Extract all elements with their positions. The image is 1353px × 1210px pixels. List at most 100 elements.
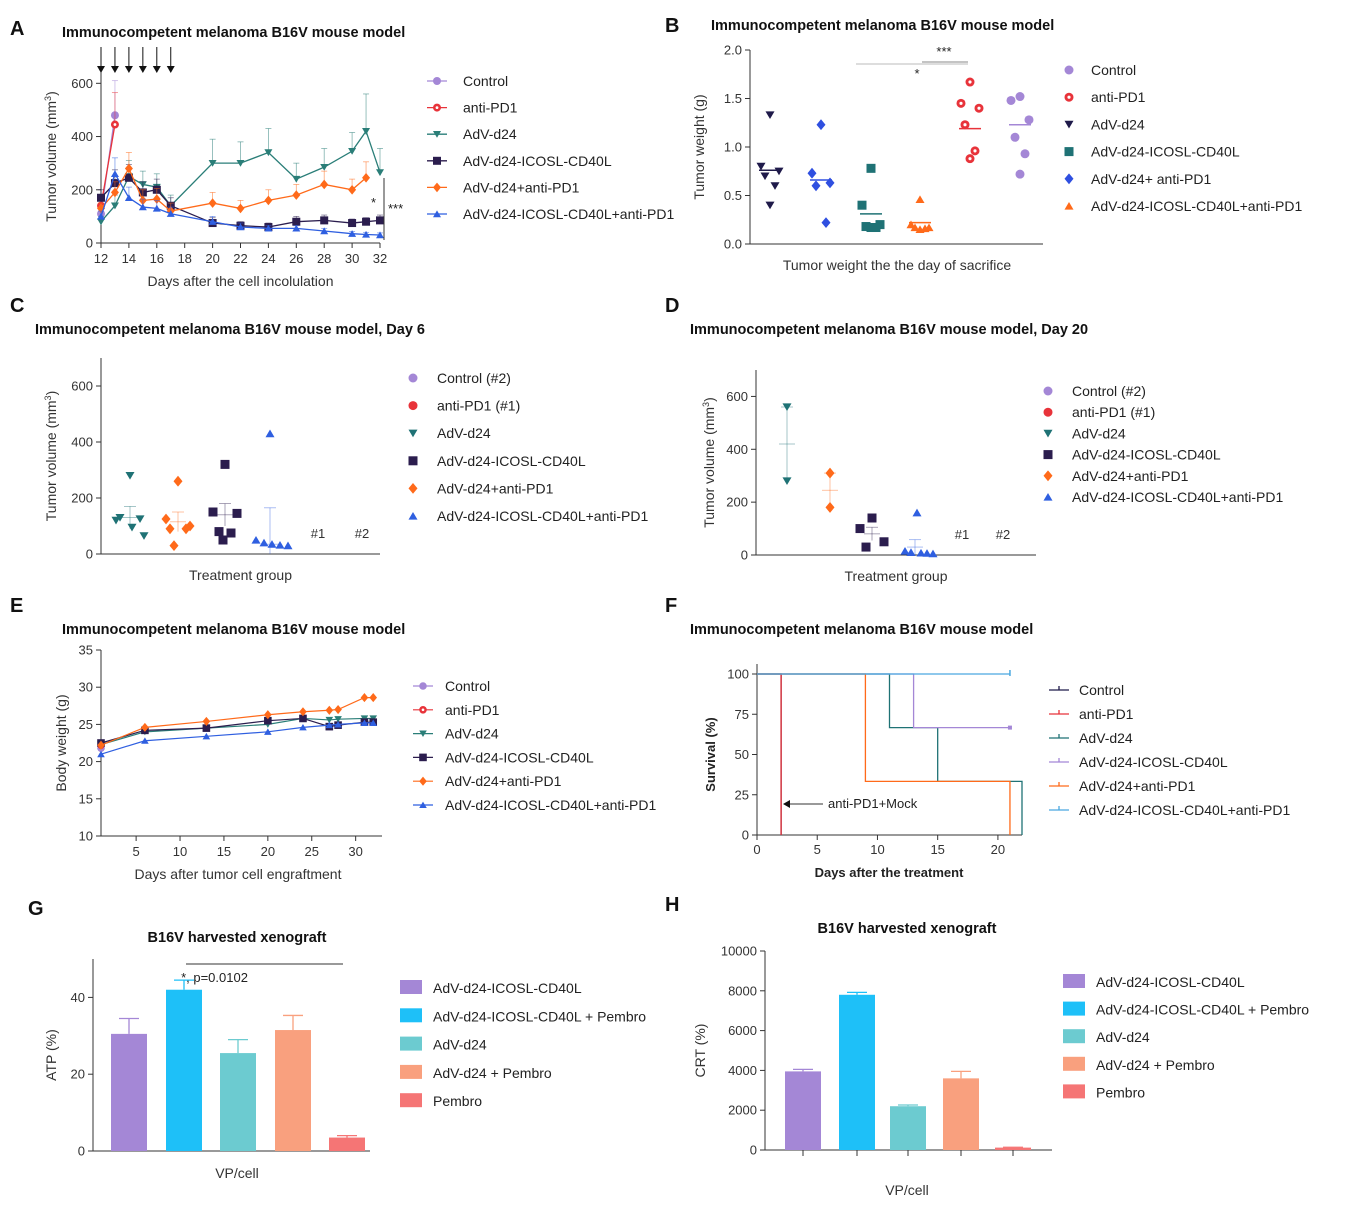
panel-h-bar [839,994,875,1150]
panel-a-data-point [320,179,329,190]
panel-a-x-tick-label: 12 [94,251,108,266]
panel-b-data-point [866,163,876,173]
panel-e-title: Immunocompetent melanoma B16V mouse mode… [62,622,405,638]
panel-a-series [97,164,384,232]
panel-d-legend-label: AdV-d24 [1072,425,1126,441]
panel-f-survival-curve [757,673,782,835]
panel-c-legend-label: AdV-d24-ICOSL-CD40L [437,453,586,469]
panel-b-y-axis-title: Tumor weight (g) [691,94,707,199]
panel-b-data-point-center [973,149,977,153]
panel-a-injection-arrowhead [152,66,161,73]
panel-e-x-tick-label: 15 [217,844,231,859]
panel-d-legend-label: Control (#2) [1072,383,1146,399]
panel-e-legend-label: AdV-d24-ICOSL-CD40L [445,749,594,765]
panel-f-x-tick-label: 15 [930,842,944,857]
panel-a-x-tick-label: 22 [233,251,247,266]
panel-d-legend-marker [1043,492,1053,501]
panel-h-y-tick-label: 8000 [728,983,757,998]
panel-a-data-point-center [113,123,117,126]
panel-h-y-axis-title: CRT (%) [692,1024,708,1078]
panel-g-bar [220,1053,256,1151]
panel-a-y-tick-label: 0 [86,236,93,251]
panel-a-data-point [236,223,245,231]
panel-d-group [822,467,838,513]
panel-f-y-tick-label: 100 [727,667,749,682]
panel-b: B Immunocompetent melanoma B16V mouse mod… [665,15,1302,273]
panel-b-legend-marker [1064,147,1074,157]
panel-e-data-point [264,716,272,725]
panel-c-data-point [111,516,121,525]
panel-h-bar [785,1071,821,1150]
panel-b-legend-marker [1064,120,1074,129]
panel-b-data-point [915,195,925,203]
panel-a-injection-arrowhead [97,66,105,73]
panel-h-legend-label: AdV-d24-ICOSL-CD40L [1096,974,1245,990]
panel-g-legend-swatch [400,980,422,994]
panel-a-sig-star: * [371,195,376,210]
panel-a-data-point [236,203,245,214]
panel-a-data-point [138,203,147,211]
panel-b-data-point [760,172,770,181]
panel-c-legend-label: AdV-d24 [437,425,491,441]
panel-e-data-point [202,724,211,732]
panel-b-data-point [1020,149,1030,159]
panel-b-data-point [765,201,775,210]
panel-h-legend-swatch [1063,974,1085,988]
panel-c-title: Immunocompetent melanoma B16V mouse mode… [35,322,425,338]
panel-d-data-point [855,524,865,534]
panel-e-data-point [369,693,378,703]
panel-f-x-tick-label: 20 [991,842,1005,857]
panel-d-y-axis-title: Tumor volume (mm3) [701,397,717,528]
panel-c-y-tick-label: 400 [71,435,93,450]
panel-a-x-tick-label: 24 [261,251,275,266]
panel-c-data-point [283,541,293,550]
panel-a-legend-label: AdV-d24-ICOSL-CD40L+anti-PD1 [463,206,674,222]
panel-b-legend-label: AdV-d24-ICOSL-CD40L+anti-PD1 [1091,198,1302,214]
panel-c-data-point [265,429,275,438]
panel-e-y-tick-label: 25 [79,717,93,732]
panel-c-legend-marker [408,401,418,411]
panel-d-data-point [825,467,835,479]
panel-b-data-point [915,225,925,234]
panel-h-y-tick-label: 4000 [728,1063,757,1078]
panel-a-title: Immunocompetent melanoma B16V mouse mode… [62,25,405,41]
panel-a-data-point [376,216,384,225]
panel-d-data-point [879,537,889,547]
panel-b-data-point [866,223,876,233]
panel-e-legend-marker [419,682,427,690]
panel-f-x-axis-title: Days after the treatment [815,865,964,880]
panel-d-legend-label: AdV-d24+anti-PD1 [1072,468,1189,484]
panel-a-data-point [292,217,301,226]
panel-b-legend-label: AdV-d24+ anti-PD1 [1091,171,1211,187]
panel-b-group [906,195,934,234]
panel-h-bar [943,1078,979,1150]
panel-d-y-tick-label: 400 [726,442,748,457]
panel-e-legend-marker [419,801,427,809]
panel-e-legend-marker [419,730,427,738]
panel-a-data-point [124,163,133,174]
panel-g-bar [166,989,202,1151]
panel-f-y-axis-title: Survival (%) [703,717,718,791]
panel-e-series-line [100,697,374,746]
panel-g: G B16V harvested xenograft 0 20 40 VP/cell ATP… [28,898,646,1181]
panel-a-y-tick-label: 400 [71,129,93,144]
panel-b-sig-triple-star: *** [936,44,951,59]
panel-h-bar [995,1147,1031,1150]
panel-b-y-tick-label: 0.0 [724,237,742,252]
panel-a-x-tick-label: 14 [122,251,136,266]
panel-f-x-tick-label: 5 [814,842,821,857]
panel-h-legend-swatch [1063,1001,1085,1016]
panel-b-data-point [821,217,831,229]
panel-a-data-point [208,159,217,167]
panel-c-y-axis-title: Tumor volume (mm3) [43,391,59,522]
panel-d-data-point [782,477,792,486]
panel-c-data-point [232,508,242,518]
panel-a-series-line [100,124,116,206]
panel-a-data-point [264,149,273,157]
panel-c-legend-marker [408,483,418,494]
panel-b-data-point [816,119,826,131]
panel-e-legend-label: Control [445,678,490,694]
panel-d-legend-label: anti-PD1 (#1) [1072,404,1155,420]
panel-e-data-point [334,716,342,723]
panel-d-legend-marker [1043,386,1053,396]
